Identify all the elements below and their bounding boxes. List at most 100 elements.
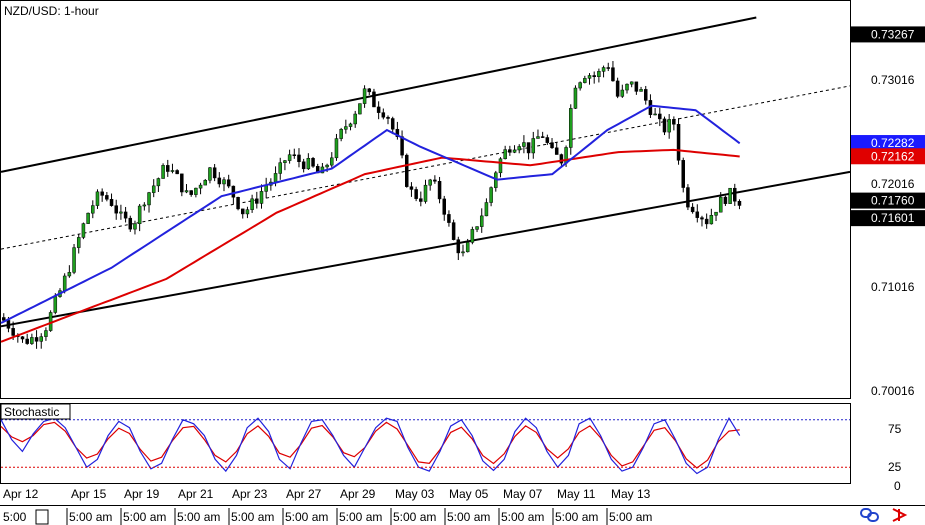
date-label: May 07 <box>503 487 543 501</box>
price-tag-label: 0.71760 <box>871 194 915 208</box>
oscillator-level-label: 0 <box>894 479 901 493</box>
candle-body <box>629 81 634 85</box>
candle-body <box>526 142 531 154</box>
price-tag-label: 0.73267 <box>871 27 915 41</box>
candle-body <box>681 160 685 188</box>
time-label: 5:00 am <box>339 510 382 524</box>
candle-body <box>470 229 475 243</box>
time-label: 5:00 am <box>393 510 436 524</box>
candle-body <box>714 211 718 216</box>
candle-body <box>423 184 428 202</box>
time-label: 5:00 am <box>447 510 490 524</box>
candle-body <box>109 199 114 206</box>
candle-body <box>123 211 128 219</box>
candle-body <box>76 237 81 248</box>
date-label: Apr 21 <box>178 487 214 501</box>
candle-body <box>409 186 414 190</box>
candle-body <box>554 147 559 155</box>
sma-fast-line <box>0 104 741 324</box>
candle-body <box>292 154 297 156</box>
candle-body <box>250 198 254 210</box>
candle-body <box>208 167 212 181</box>
candle-body <box>447 214 451 223</box>
date-label: May 05 <box>449 487 489 501</box>
chart-title: NZD/USD: 1-hour <box>4 4 99 18</box>
candle-body <box>325 164 329 168</box>
time-label: 5:00 <box>3 510 27 524</box>
candle-body <box>119 211 123 214</box>
candle-body <box>484 202 489 217</box>
candle-body <box>283 160 287 163</box>
trend-channel <box>0 16 851 328</box>
candle-body <box>592 75 596 77</box>
candle-body <box>137 205 142 224</box>
candle-body <box>105 195 109 200</box>
candle-body <box>578 82 582 89</box>
candle-body <box>194 187 198 195</box>
candle-body <box>601 67 606 72</box>
candle-body <box>419 198 423 202</box>
candle-body <box>405 154 409 187</box>
candle-body <box>639 89 643 92</box>
candle-body <box>53 296 58 313</box>
candle-body <box>667 119 671 133</box>
date-axis: Apr 12 Apr 15 Apr 19 Apr 21 Apr 23 Apr 2… <box>3 487 651 501</box>
candle-body <box>222 179 226 185</box>
scroll-handle[interactable] <box>35 509 49 525</box>
candle-body <box>658 113 662 120</box>
candle-body <box>583 78 587 83</box>
candle-body <box>625 83 629 91</box>
date-label: May 11 <box>557 487 596 501</box>
date-label: Apr 29 <box>340 487 376 501</box>
date-label: May 13 <box>611 487 651 501</box>
candle-body <box>311 158 315 167</box>
candle-body <box>456 239 461 254</box>
arrow-icon[interactable] <box>892 508 908 522</box>
candle-body <box>718 196 723 213</box>
candle-body <box>44 330 48 337</box>
candle-body <box>203 179 208 186</box>
candle-body <box>25 338 29 344</box>
oscillator-levels <box>1 419 850 468</box>
candle-body <box>20 336 25 340</box>
candle-body <box>733 187 737 202</box>
candle-body <box>142 204 147 207</box>
candles <box>2 61 742 349</box>
candle-body <box>306 158 311 170</box>
candle-body <box>597 71 601 77</box>
candle-body <box>442 198 446 215</box>
stochastic-d-line <box>0 421 740 469</box>
channel-middle-line <box>0 85 851 250</box>
link-icon[interactable] <box>860 508 879 522</box>
sma-slow-line <box>0 148 740 343</box>
price-tag <box>851 148 925 165</box>
time-label: 5:00 am <box>285 510 328 524</box>
candle-body <box>62 275 67 291</box>
candle-body <box>330 157 334 166</box>
candle-body <box>81 223 86 238</box>
candle-body <box>503 149 507 160</box>
candle-body <box>522 142 526 147</box>
time-label: 5:00 am <box>231 510 274 524</box>
candle-body <box>189 190 193 195</box>
oscillator-label-box <box>0 403 71 420</box>
candle-body <box>287 154 292 161</box>
time-label: 5:00 am <box>555 510 598 524</box>
candle-body <box>536 136 540 139</box>
oscillator-panel-frame <box>0 403 851 484</box>
candle-body <box>489 187 493 203</box>
price-tag-label: 0.71601 <box>871 211 915 225</box>
candle-body <box>86 212 90 224</box>
candle-body <box>606 67 611 69</box>
candle-body <box>180 173 184 193</box>
candle-body <box>67 272 72 277</box>
candle-body <box>611 67 615 82</box>
candle-body <box>400 136 404 156</box>
candle-body <box>91 205 95 214</box>
candle-body <box>6 320 11 329</box>
candle-body <box>255 198 259 204</box>
candle-body <box>372 91 376 108</box>
candle-body <box>273 173 278 183</box>
